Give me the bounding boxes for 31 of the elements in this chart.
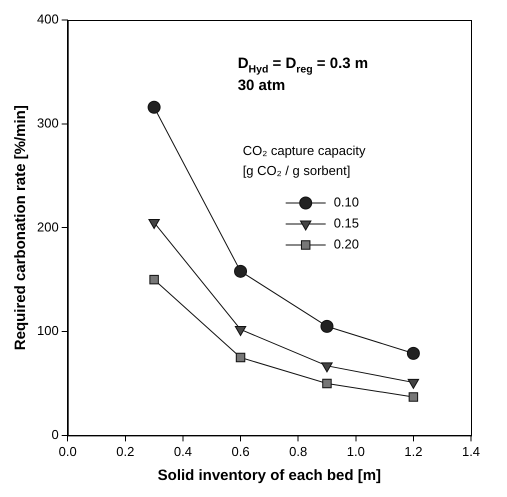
- point: [236, 352, 246, 362]
- y-tick-label: 200: [36, 219, 59, 234]
- x-tick-label: 0.2: [116, 444, 134, 459]
- point: [234, 326, 246, 336]
- y-tick-label: 0: [51, 426, 59, 442]
- x-axis-title: Solid inventory of each bed [m]: [158, 467, 382, 484]
- x-tick-label: 0.6: [232, 444, 250, 459]
- y-tick-label: 100: [36, 323, 59, 338]
- y-tick-label: 300: [36, 115, 59, 130]
- point: [408, 378, 420, 389]
- annotation: 30 atm: [238, 77, 286, 94]
- x-tick-label: 1.0: [346, 444, 365, 459]
- x-tick-label: 0.0: [58, 444, 77, 459]
- legend-label: 0.15: [334, 216, 359, 231]
- legend-label: 0.10: [334, 194, 359, 210]
- legend-title: CO₂ capture capacity [g CO₂ / g sorbent]: [242, 143, 366, 178]
- point: [149, 274, 159, 284]
- point: [406, 346, 420, 360]
- x-tick-label: 1.2: [404, 444, 422, 459]
- point: [234, 264, 248, 278]
- y-tick-label: 400: [36, 12, 59, 27]
- x-tick-label: 1.4: [462, 444, 480, 459]
- x-tick-label: 0.4: [174, 444, 192, 459]
- legend-label: 0.20: [334, 236, 359, 252]
- point: [322, 378, 332, 388]
- point: [321, 362, 333, 372]
- point: [320, 320, 334, 333]
- x-tick-label: 0.8: [289, 444, 308, 459]
- point: [148, 100, 161, 114]
- point: [408, 392, 418, 402]
- y-axis-title: Required carbonation rate [%/min]: [12, 105, 30, 350]
